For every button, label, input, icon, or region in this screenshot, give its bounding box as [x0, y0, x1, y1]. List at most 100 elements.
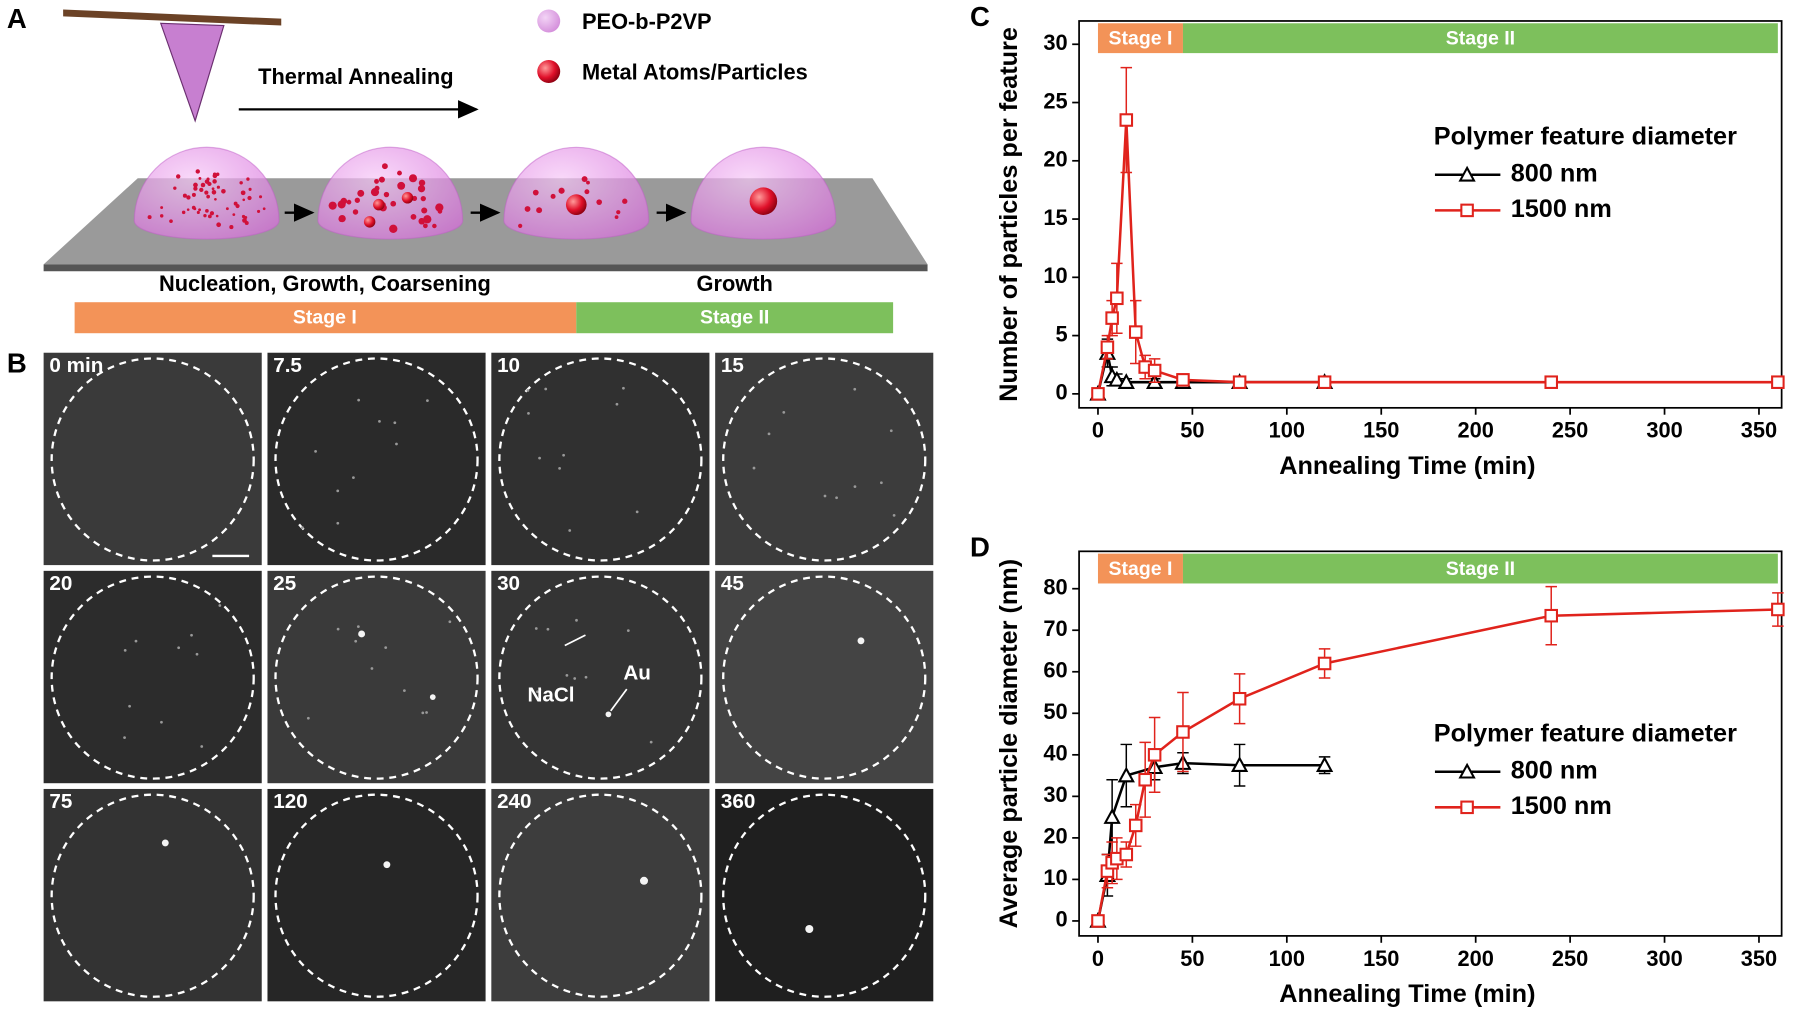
- particle: [239, 181, 243, 185]
- speck: [393, 421, 397, 425]
- micrograph: [43, 570, 262, 784]
- particle: [584, 189, 590, 195]
- speck: [544, 387, 548, 391]
- legend-label: PEO-b-P2VP: [582, 9, 712, 34]
- x-tick-label: 100: [1269, 418, 1305, 443]
- particle: [241, 214, 246, 219]
- speck: [565, 673, 569, 677]
- stage-i-bar: [74, 302, 577, 334]
- y-axis-label: Average particle diameter (nm): [995, 559, 1023, 929]
- micrograph: [715, 788, 934, 1002]
- speck: [425, 711, 428, 714]
- stage-bar: [1182, 23, 1778, 54]
- image-label: 7.5: [273, 354, 302, 377]
- speck: [534, 627, 538, 630]
- y-tick-label: 30: [1043, 782, 1067, 807]
- particle: [397, 181, 406, 190]
- speck: [889, 429, 893, 433]
- stage-label: Stage II: [700, 306, 769, 328]
- speck: [536, 690, 539, 694]
- particle: [378, 176, 385, 183]
- particle: [381, 163, 388, 170]
- legend-label: 800 nm: [1511, 756, 1598, 784]
- speck: [314, 449, 317, 453]
- particle: [181, 210, 186, 215]
- y-tick-label: 10: [1043, 865, 1067, 890]
- particle: [209, 211, 215, 216]
- particle: [203, 213, 207, 218]
- speck: [356, 625, 360, 628]
- marker: [1317, 656, 1332, 671]
- particle: [418, 217, 426, 225]
- particle: [749, 187, 778, 215]
- y-tick-label: 25: [1043, 88, 1067, 113]
- particle: [232, 213, 236, 217]
- speck: [218, 604, 222, 607]
- particle: [191, 192, 196, 197]
- stage-label: Stage I: [293, 306, 357, 328]
- particle: [193, 182, 198, 188]
- x-axis-label: Annealing Time (min): [1279, 452, 1535, 480]
- particle: [417, 185, 426, 193]
- particle: [410, 213, 417, 220]
- particle: [346, 199, 352, 205]
- x-tick-label: 300: [1646, 946, 1682, 971]
- particle: [338, 216, 345, 223]
- stage-bar: [1097, 23, 1183, 54]
- marker: [1105, 311, 1119, 325]
- speck: [134, 639, 138, 643]
- particle: [374, 178, 379, 184]
- particle: [328, 201, 337, 210]
- y-tick-label: 60: [1043, 658, 1067, 683]
- speck: [336, 627, 340, 631]
- speck: [384, 646, 388, 650]
- speck: [526, 389, 530, 392]
- particle: [147, 215, 152, 220]
- legend-label: 1500 nm: [1511, 195, 1612, 223]
- x-tick-label: 50: [1180, 946, 1204, 971]
- speck: [395, 442, 398, 446]
- panel-label: C: [970, 1, 990, 32]
- x-tick-label: 350: [1741, 946, 1777, 971]
- marker: [1100, 340, 1115, 355]
- speck: [352, 476, 355, 480]
- speck: [575, 618, 578, 622]
- speck: [370, 667, 374, 670]
- legend-marker: [1460, 800, 1474, 815]
- panel-a-art: [43, 9, 928, 334]
- particle: [214, 197, 217, 201]
- x-tick-label: 150: [1363, 418, 1399, 443]
- particle: [160, 206, 164, 210]
- speck: [160, 720, 163, 724]
- y-tick-label: 40: [1043, 741, 1067, 766]
- particle: [423, 223, 428, 229]
- speck: [626, 629, 630, 633]
- particle: [216, 222, 222, 228]
- image-label: 10: [497, 354, 520, 377]
- y-tick-label: 5: [1055, 321, 1067, 346]
- speck: [538, 688, 542, 692]
- marker: [1117, 766, 1135, 783]
- feature-outline: [498, 357, 703, 562]
- particle: [247, 195, 252, 201]
- particle: [411, 195, 418, 201]
- particle: [370, 188, 380, 197]
- speck: [752, 466, 756, 470]
- feature-outline: [274, 793, 479, 998]
- particle: [207, 214, 212, 219]
- marker: [1232, 375, 1247, 389]
- legend-marker: [1460, 203, 1474, 218]
- panel-label: D: [970, 531, 990, 562]
- image-label: 30: [497, 572, 520, 595]
- image-label: 120: [273, 790, 307, 813]
- marker: [1544, 375, 1558, 389]
- particle: [242, 218, 247, 223]
- speck: [403, 689, 406, 693]
- particle: [211, 190, 217, 195]
- x-tick-label: 150: [1363, 946, 1399, 971]
- particle: [383, 861, 391, 869]
- speck: [527, 412, 530, 415]
- particle: [198, 208, 201, 212]
- particle: [196, 210, 200, 215]
- stage-bar: [1097, 553, 1183, 584]
